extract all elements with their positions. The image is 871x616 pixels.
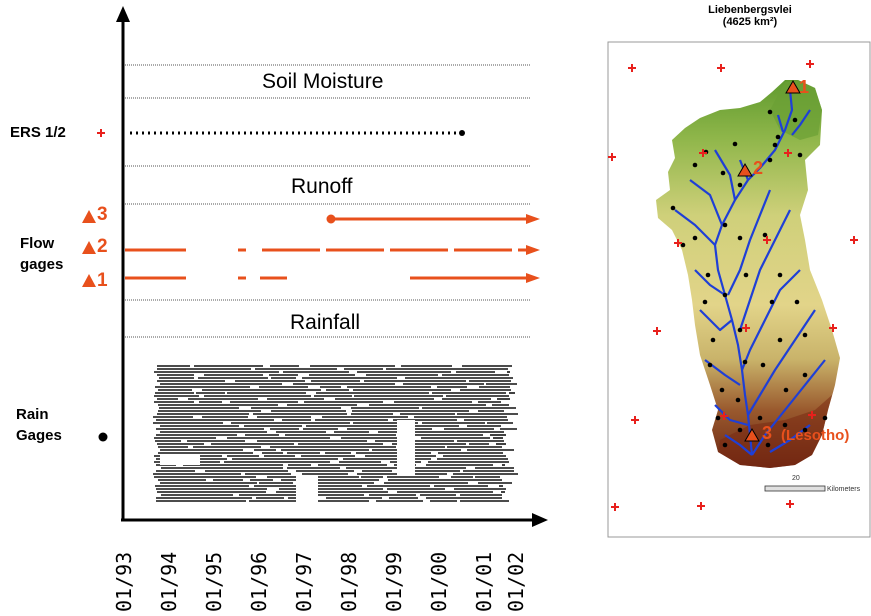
map-lesotho-label: (Lesotho) [781,427,850,444]
scale-bar-unit: Kilometers [827,486,861,493]
x-axis-arrow [532,513,548,527]
soil-moisture-label: Soil Moisture [262,70,384,93]
map-gage-2-label: 2 [753,158,764,178]
flow-gage-3-coverage [326,214,540,224]
map-title-area: (4625 km²) [722,16,778,28]
map-gage-1-label: 1 [799,77,810,97]
rain-gage-marker [98,432,108,442]
map-title: Liebenbergsvlei (4625 km²) [650,4,850,28]
rain-gage-coverage [153,365,518,504]
rain-gage-gap [160,455,200,465]
y-axis-arrow [116,6,130,22]
flow-gages-label: Flow gages [20,235,64,273]
map-gage-3-label: 3 [762,423,773,443]
x-tick-label: 01/98 [337,551,361,612]
station-dots [670,109,828,448]
flow-gage-1-triangle-icon [82,274,96,287]
x-tick-label: 01/97 [292,551,316,612]
flow-gage-3-triangle-icon [82,210,96,223]
flow-gage-1-coverage [125,273,540,283]
x-tick-label: 01/99 [382,551,406,612]
scale-bar [764,485,826,492]
flow-gage-2-coverage [125,245,540,255]
ers-grid-markers [608,60,858,511]
x-tick-label: 01/02 [504,551,528,612]
ers-coverage-line [130,130,465,136]
flow-gage-1-number: 1 [97,270,108,291]
x-tick-label: 01/96 [247,551,271,612]
x-tick-label: 01/93 [112,551,136,612]
catchment-map [607,41,871,538]
flow-gage-2-number: 2 [97,236,108,257]
x-tick-label: 01/95 [202,551,226,612]
section-separators [125,64,530,338]
x-tick-label: 01/01 [472,551,496,612]
ers-marker [97,129,105,137]
map-gage-2-triangle-icon [737,163,753,177]
rainfall-label: Rainfall [290,311,361,334]
flow-gage-2-triangle-icon [82,241,96,254]
timeline-diagram [97,6,548,527]
map-gage-1-triangle-icon [785,80,801,94]
x-tick-label: 01/94 [157,551,181,612]
map-gage-3-triangle-icon [744,428,760,442]
rain-gages-label: Rain Gages [16,406,62,444]
ers-label: ERS 1/2 [10,124,66,141]
river-network [674,89,826,456]
rain-gage-gap [296,476,318,504]
map-title-name: Liebenbergsvlei [708,4,792,16]
x-tick-label: 01/00 [427,551,451,612]
flow-gage-3-number: 3 [97,204,108,225]
rain-gage-gap [397,420,415,475]
scale-bar-value: 20 [792,475,800,482]
runoff-label: Runoff [291,175,353,198]
